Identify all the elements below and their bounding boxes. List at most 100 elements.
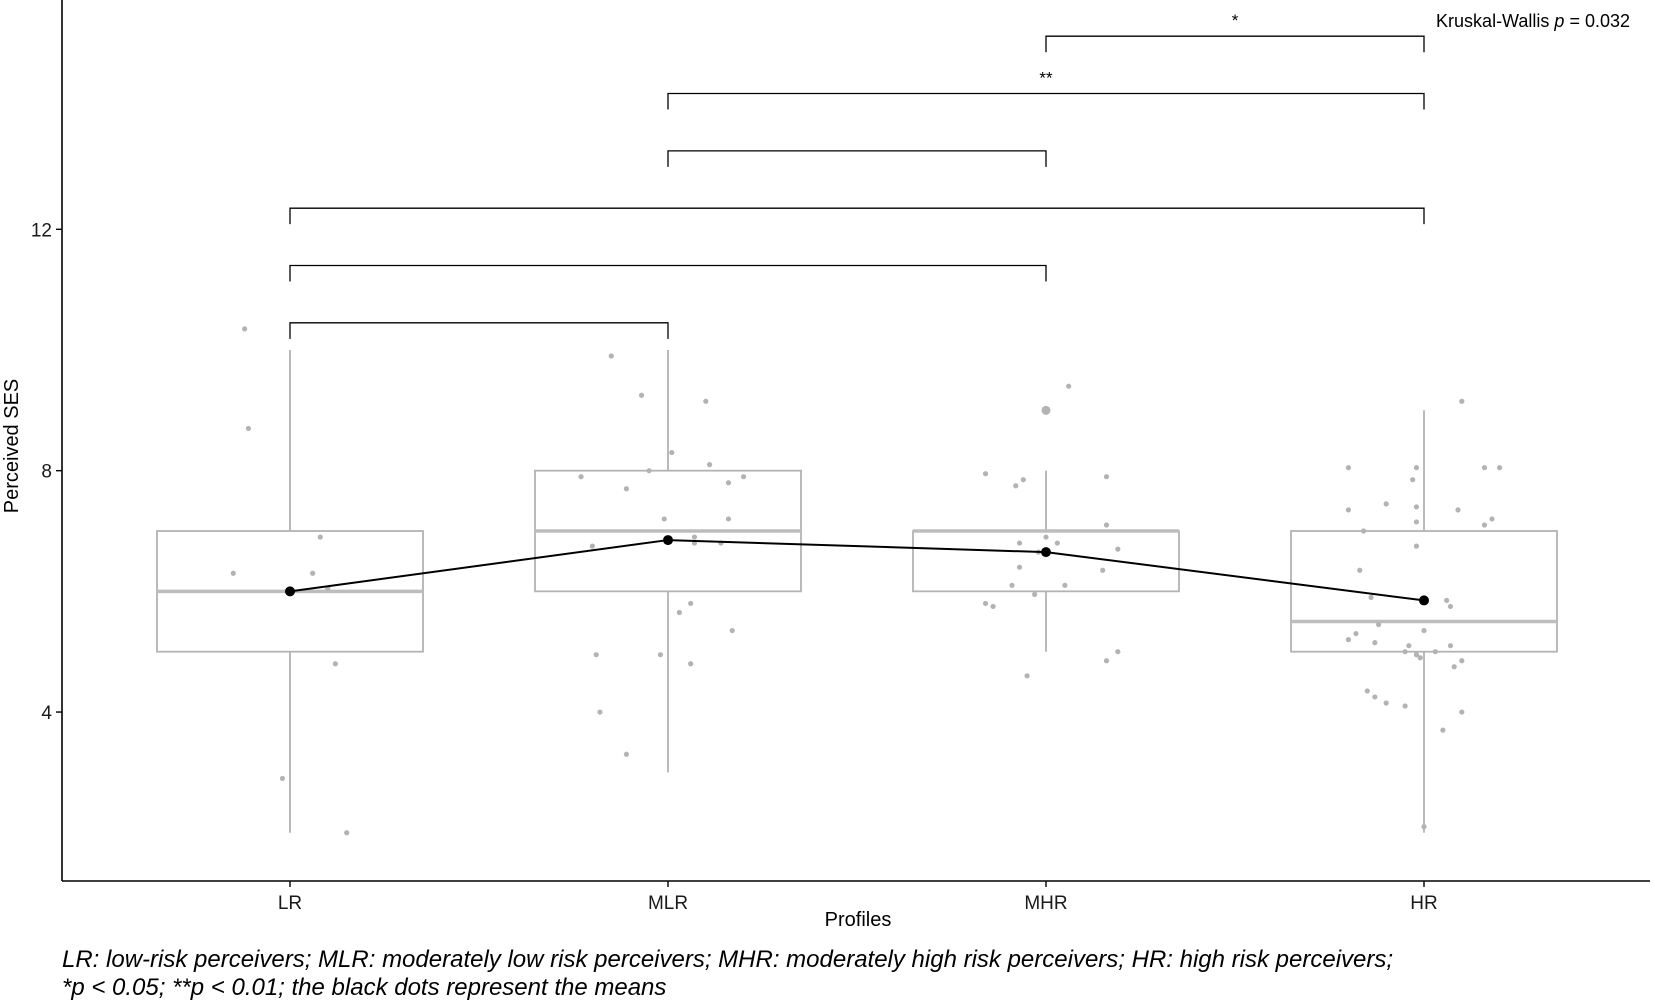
jitter-point xyxy=(230,570,236,576)
caption-line-1: LR: low-risk perceivers; MLR: moderately… xyxy=(62,946,1394,973)
jitter-point xyxy=(741,474,747,480)
kruskal-wallis-test-name: Kruskal-Wallis xyxy=(1436,11,1549,31)
jitter-point xyxy=(1100,567,1106,573)
comparison-bracket xyxy=(1045,35,1425,53)
jitter-point xyxy=(1421,627,1427,634)
jitter-point xyxy=(1016,540,1023,546)
mean-point xyxy=(663,535,673,546)
jitter-point xyxy=(646,468,652,474)
comparison-bracket xyxy=(289,322,669,339)
jitter-point xyxy=(1413,543,1420,549)
jitter-point xyxy=(1103,474,1110,480)
jitter-point xyxy=(1357,567,1363,573)
jitter-point xyxy=(725,516,732,522)
jitter-point xyxy=(1421,824,1427,830)
jitter-point xyxy=(332,661,338,667)
jitter-point xyxy=(1459,709,1465,715)
box xyxy=(912,530,1180,593)
jitter-point xyxy=(1447,603,1454,610)
jitter-point xyxy=(1406,643,1412,649)
jitter-point xyxy=(589,543,596,549)
jitter-point xyxy=(1013,483,1019,489)
y-tick-label: 4 xyxy=(41,703,52,724)
jitter-point xyxy=(593,652,599,658)
jitter-point xyxy=(608,353,614,359)
jitter-point xyxy=(1497,465,1503,471)
jitter-point xyxy=(1432,649,1438,655)
jitter-point xyxy=(982,471,989,477)
kruskal-wallis-label: Kruskal-Wallis p = 0.032 xyxy=(1436,11,1630,31)
x-tick-label: HR xyxy=(1410,893,1437,914)
jitter-point xyxy=(245,425,252,432)
jitter-point xyxy=(990,603,996,610)
jitter-point xyxy=(578,474,584,480)
jitter-point xyxy=(1447,643,1454,649)
figure-caption: LR: low-risk perceivers; MLR: moderately… xyxy=(62,946,1642,1002)
jitter-point xyxy=(1455,507,1461,513)
comparison-bracket xyxy=(667,150,1047,167)
outlier-point xyxy=(1041,405,1051,415)
jitter-point xyxy=(242,326,248,332)
jitter-point xyxy=(1345,637,1351,643)
jitter-point xyxy=(1364,688,1370,694)
jitter-point xyxy=(676,609,682,616)
significance-label: * xyxy=(1232,11,1239,30)
jitter-point xyxy=(1360,528,1367,534)
jitter-point xyxy=(1115,649,1121,655)
jitter-point xyxy=(1062,582,1068,588)
axes: 4 8 12 LR MLR MHR HR xyxy=(31,0,1650,914)
jitter-point xyxy=(1402,703,1408,709)
jitter-point xyxy=(623,751,630,757)
x-tick-label: MLR xyxy=(648,893,688,914)
jitter-point xyxy=(982,600,989,607)
jitter-point xyxy=(725,480,732,486)
jitter-point xyxy=(1020,477,1026,483)
jitter-point xyxy=(623,486,630,492)
jitter-point xyxy=(597,709,603,715)
box xyxy=(1290,530,1558,653)
jitter-point xyxy=(1016,564,1023,570)
kruskal-wallis-p-value: = 0.032 xyxy=(1569,11,1630,31)
jitter-point xyxy=(1383,700,1389,706)
jitter-point xyxy=(1444,597,1450,604)
jitter-point xyxy=(638,392,645,398)
jitter-point xyxy=(1372,640,1378,646)
jitter-point xyxy=(1417,655,1423,661)
jitter-point xyxy=(1372,694,1378,700)
jitter-point xyxy=(688,661,694,667)
jitter-point xyxy=(1009,582,1015,588)
x-axis-title: Profiles xyxy=(825,909,892,930)
jitter-point xyxy=(1345,465,1351,471)
jitter-point xyxy=(310,570,316,576)
jitter-point xyxy=(1103,658,1110,664)
jitter-point xyxy=(1345,507,1351,513)
jitter-point xyxy=(1481,522,1488,528)
jitter-point xyxy=(1376,621,1382,628)
jitter-point xyxy=(691,534,698,540)
comparison-bracket xyxy=(667,92,1425,110)
jitter-point xyxy=(1024,673,1030,679)
jitter-point xyxy=(1043,534,1049,540)
caption-line-2: *p < 0.05; **p < 0.01; the black dots re… xyxy=(62,974,667,1001)
jitter-point xyxy=(661,516,667,522)
jitter-point xyxy=(1103,522,1110,528)
x-tick-label: MHR xyxy=(1024,893,1067,914)
jitter-point xyxy=(1440,727,1446,733)
jitter-point xyxy=(1402,649,1408,655)
x-tick-label: LR xyxy=(278,893,302,914)
jitter-point xyxy=(1368,594,1374,600)
jitter-point xyxy=(1410,477,1416,483)
jitter-point xyxy=(1413,465,1420,471)
comparison-bracket xyxy=(289,264,1047,282)
jitter-point xyxy=(1413,519,1420,525)
jitter-point xyxy=(1481,465,1488,471)
jitter-point xyxy=(1066,383,1072,389)
jitter-point xyxy=(1054,540,1060,546)
boxplot-chart: 4 8 12 LR MLR MHR HR ** * Kruskal-Wallis p = 0.… xyxy=(1,0,1650,930)
jitter-point xyxy=(688,600,694,607)
jitter-point xyxy=(706,462,713,468)
mean-point xyxy=(1419,595,1429,606)
jitter-point xyxy=(1451,664,1457,670)
significance-brackets: *** xyxy=(289,11,1425,339)
